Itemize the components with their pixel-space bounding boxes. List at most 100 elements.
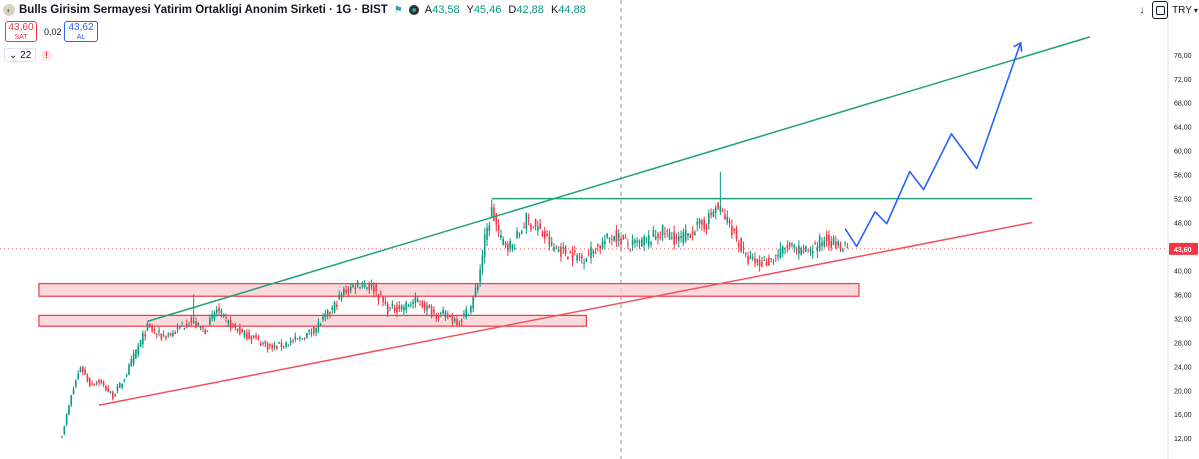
candle	[393, 304, 396, 314]
candle-body	[555, 247, 558, 249]
candle-body	[696, 221, 699, 225]
candle	[525, 212, 528, 235]
candle	[361, 281, 364, 289]
download-arrow-button[interactable]: ↓	[1139, 4, 1145, 16]
candle	[543, 226, 546, 244]
candle	[574, 245, 576, 256]
candle-body	[791, 243, 793, 246]
candle-body	[366, 287, 368, 289]
candle-body	[190, 317, 193, 324]
buy-button[interactable]: 43,62 AL	[64, 21, 98, 42]
candle-body	[155, 333, 158, 335]
candle	[821, 237, 823, 252]
candle	[712, 208, 715, 218]
candle	[650, 240, 652, 248]
candle	[631, 234, 634, 251]
candle	[222, 313, 225, 319]
candle	[319, 322, 322, 327]
candle	[698, 218, 701, 229]
market-status-icon[interactable]	[408, 5, 419, 15]
indicators-toggle[interactable]: ⌄ 22	[4, 48, 37, 62]
candle-body	[546, 233, 548, 237]
candle-body	[204, 329, 207, 335]
candle-body	[345, 289, 347, 293]
sell-button[interactable]: 43,60 SAT	[5, 21, 37, 42]
candle-body	[474, 287, 477, 297]
candle	[151, 323, 153, 333]
candle-body	[139, 339, 142, 347]
candle-body	[426, 305, 428, 311]
candle	[613, 235, 615, 243]
candle-body	[310, 332, 313, 334]
currency-select[interactable]: TRY ▾	[1172, 1, 1198, 19]
candle-body	[181, 325, 183, 327]
fullscreen-button[interactable]	[1152, 1, 1168, 19]
candle	[451, 313, 454, 327]
candle	[770, 258, 772, 263]
candle	[608, 237, 611, 244]
candle-body	[527, 217, 530, 219]
candle-body	[680, 235, 682, 238]
candle	[733, 228, 736, 234]
candle	[234, 322, 237, 331]
candle	[562, 242, 565, 255]
candle	[183, 327, 186, 331]
candle	[370, 279, 373, 291]
candle	[624, 233, 627, 240]
candle	[530, 223, 532, 233]
candle-body	[368, 284, 371, 290]
candle	[539, 218, 541, 230]
candle	[800, 246, 802, 256]
candle	[98, 378, 100, 386]
price-tick-label: 16,00	[1174, 412, 1192, 419]
candle	[606, 233, 608, 240]
candle-body	[107, 387, 109, 392]
drawing-layer-back	[0, 0, 1168, 459]
candle-body	[102, 381, 105, 386]
candle-body	[846, 246, 849, 249]
candle-body	[740, 238, 742, 252]
candle-body	[523, 227, 525, 229]
candle	[61, 435, 63, 439]
candle-body	[324, 313, 327, 318]
candle-body	[532, 226, 535, 228]
candle	[88, 377, 91, 388]
warning-icon[interactable]: !	[41, 50, 52, 61]
candle-body	[100, 380, 103, 383]
candle	[578, 252, 581, 262]
candle	[837, 239, 839, 249]
candle-body	[742, 247, 745, 249]
candle-body	[597, 243, 599, 246]
candle	[442, 306, 444, 315]
flag-icon[interactable]: ⚑	[393, 4, 403, 16]
candle-body	[652, 230, 655, 237]
candle-body	[710, 213, 712, 216]
candle-body	[786, 245, 789, 248]
candle-body	[169, 332, 172, 336]
symbol-title[interactable]: Bulls Girisim Sermayesi Yatirim Ortaklig…	[19, 4, 388, 16]
candle	[169, 332, 172, 337]
candle	[262, 341, 264, 347]
candle	[280, 339, 283, 351]
candle	[731, 219, 733, 239]
candle	[199, 326, 202, 331]
candle-body	[617, 233, 620, 241]
candle-body	[84, 369, 86, 375]
candle-body	[229, 320, 232, 329]
candle	[105, 384, 107, 392]
candle-body	[312, 327, 315, 334]
candle	[666, 228, 669, 238]
candle	[197, 322, 200, 327]
candle	[744, 252, 747, 258]
candle-body	[423, 302, 426, 311]
candle	[557, 246, 560, 253]
candle	[668, 228, 671, 240]
candle	[583, 258, 585, 270]
candle-body	[507, 244, 509, 251]
candle	[550, 237, 553, 247]
candle-body	[518, 234, 521, 236]
candle	[269, 343, 271, 350]
price-axis-bg	[1168, 0, 1199, 459]
price-axis[interactable]: 8,0012,0016,0020,0024,0028,0032,0036,004…	[1167, 0, 1199, 459]
